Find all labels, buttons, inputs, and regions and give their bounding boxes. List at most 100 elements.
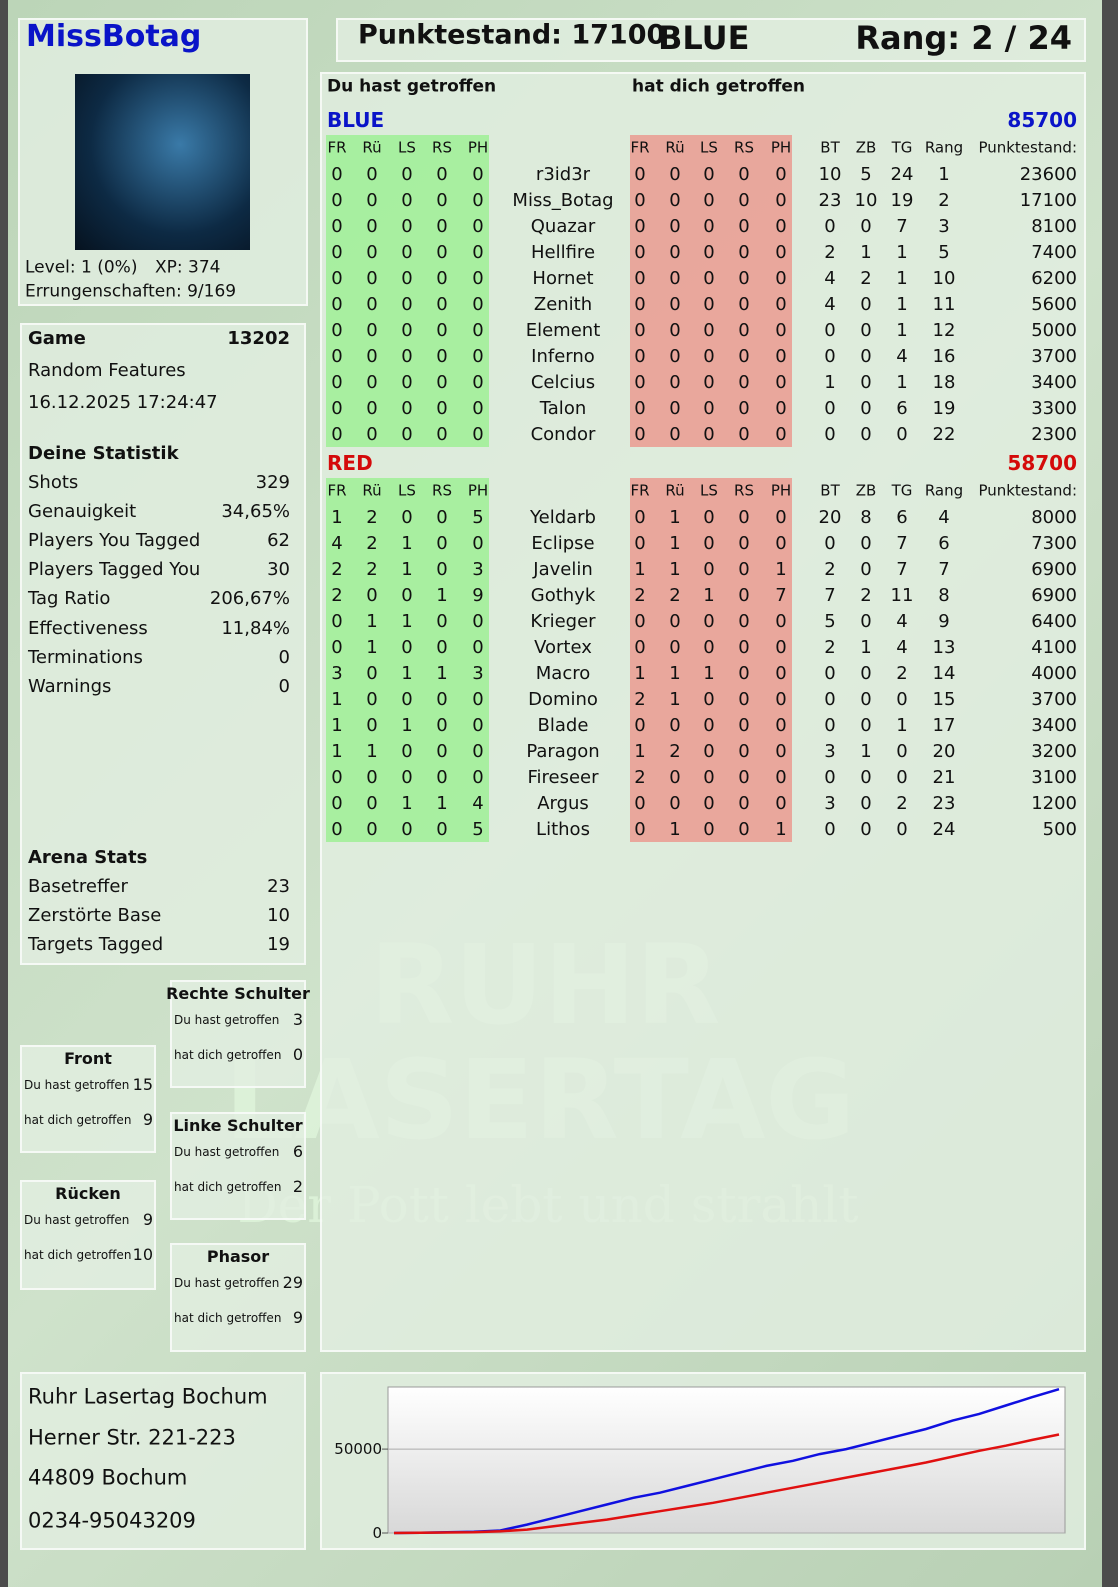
player-name: Argus xyxy=(537,793,589,814)
cell: 0 xyxy=(366,793,378,814)
player-name: Eclipse xyxy=(531,533,595,554)
cell: 0 xyxy=(472,372,484,393)
cell: 2 xyxy=(634,585,646,606)
cell: 0 xyxy=(669,424,681,445)
game-date: 16.12.2025 17:24:47 xyxy=(28,392,218,413)
cell: 0 xyxy=(472,398,484,419)
cell: 1 xyxy=(634,663,646,684)
zone-value: 9 xyxy=(292,1308,303,1327)
cell: 2 xyxy=(824,637,836,658)
cell: 1 xyxy=(436,663,448,684)
cell: 0 xyxy=(331,793,343,814)
player-name: Domino xyxy=(528,689,598,710)
cell: 0 xyxy=(436,637,448,658)
cell: 1 xyxy=(938,164,950,185)
cell: 0 xyxy=(436,767,448,788)
cell: 0 xyxy=(738,793,750,814)
player-name: Gothyk xyxy=(530,585,596,606)
arena-label: Zerstörte Base xyxy=(28,905,162,926)
cell: 0 xyxy=(401,424,413,445)
stat-label: Warnings xyxy=(28,675,112,697)
cell: 0 xyxy=(669,611,681,632)
cell: 0 xyxy=(703,611,715,632)
cell: 4100 xyxy=(1031,637,1077,658)
cell: 0 xyxy=(634,216,646,237)
zone-label: Du hast getroffen xyxy=(174,1145,280,1159)
player-name: Yeldarb xyxy=(530,507,596,528)
cell: 0 xyxy=(401,320,413,341)
zone-value: 9 xyxy=(142,1210,153,1229)
cell: 0 xyxy=(401,741,413,762)
cell: 3400 xyxy=(1031,715,1077,736)
column-header: Punktestand: xyxy=(978,481,1077,500)
cell: 3 xyxy=(938,216,950,237)
cell: 0 xyxy=(669,637,681,658)
cell: 7 xyxy=(938,559,950,580)
column-header: RS xyxy=(734,138,754,157)
cell: 20 xyxy=(932,741,956,762)
cell: 0 xyxy=(366,242,378,263)
cell: 0 xyxy=(634,715,646,736)
cell: 0 xyxy=(401,637,413,658)
cell: 0 xyxy=(824,663,836,684)
cell: 0 xyxy=(331,164,343,185)
cell: 0 xyxy=(738,398,750,419)
cell: 0 xyxy=(401,268,413,289)
cell: 1 xyxy=(860,637,872,658)
player-name: Celcius xyxy=(530,372,596,393)
cell: 23 xyxy=(932,793,956,814)
hit-band xyxy=(326,478,489,842)
cell: 0 xyxy=(703,741,715,762)
cell: 0 xyxy=(703,637,715,658)
player-name: Paragon xyxy=(526,741,600,762)
column-header: BT xyxy=(820,138,840,157)
cell: 0 xyxy=(824,533,836,554)
zone-box xyxy=(170,1243,306,1352)
stat-label: Genauigkeit xyxy=(28,501,137,523)
cell: 0 xyxy=(775,190,787,211)
cell: 0 xyxy=(775,689,787,710)
column-header: TG xyxy=(891,481,913,500)
cell: 1 xyxy=(860,741,872,762)
arena-label: Basetreffer xyxy=(28,876,128,897)
player-name: Krieger xyxy=(530,611,596,632)
cell: 0 xyxy=(824,767,836,788)
cell: 0 xyxy=(366,372,378,393)
stat-value: 62 xyxy=(267,530,290,552)
cell: 10 xyxy=(854,190,878,211)
cell: 1 xyxy=(331,507,343,528)
cell: 5000 xyxy=(1031,320,1077,341)
cell: 0 xyxy=(896,819,908,840)
zone-value: 6 xyxy=(292,1142,303,1161)
cell: 0 xyxy=(703,216,715,237)
cell: 0 xyxy=(703,424,715,445)
column-header: Punktestand: xyxy=(978,138,1077,157)
zone-box xyxy=(20,1180,156,1290)
stat-label: Effectiveness xyxy=(28,617,148,639)
column-header: FR xyxy=(630,481,650,500)
cell: 0 xyxy=(775,741,787,762)
cell: 7 xyxy=(824,585,836,606)
cell: 8 xyxy=(938,585,950,606)
stat-value: 30 xyxy=(267,559,290,581)
cell: 0 xyxy=(401,585,413,606)
cell: 0 xyxy=(775,242,787,263)
cell: 8 xyxy=(860,507,872,528)
cell: 1 xyxy=(401,533,413,554)
game-panel xyxy=(20,323,306,965)
cell: 0 xyxy=(738,741,750,762)
cell: 5 xyxy=(472,507,484,528)
cell: 1 xyxy=(669,689,681,710)
cell: 2 xyxy=(366,533,378,554)
cell: 4 xyxy=(896,611,908,632)
cell: 0 xyxy=(824,216,836,237)
column-header: BT xyxy=(820,481,840,500)
cell: 2 xyxy=(331,585,343,606)
cell: 0 xyxy=(703,346,715,367)
profile-photo xyxy=(75,74,250,250)
cell: 0 xyxy=(436,294,448,315)
cell: 0 xyxy=(775,164,787,185)
column-header: LS xyxy=(398,481,416,500)
cell: 0 xyxy=(366,819,378,840)
